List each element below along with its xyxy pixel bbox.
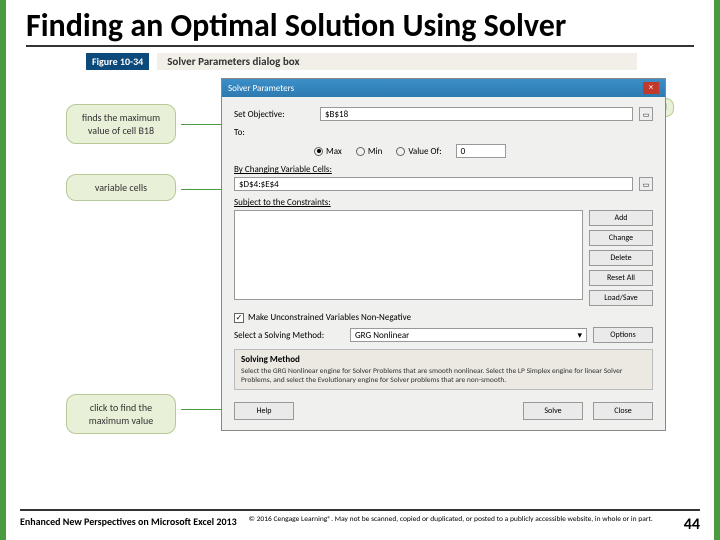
solve-button[interactable]: Solve	[523, 402, 583, 420]
solver-dialog: Solver Parameters × Set Objective: $B$18…	[221, 78, 666, 431]
dialog-title-text: Solver Parameters	[228, 83, 294, 94]
radio-min[interactable]: Min	[356, 144, 383, 158]
slide-title: Finding an Optimal Solution Using Solver	[26, 8, 694, 47]
nonneg-checkbox[interactable]: ✓	[234, 313, 244, 323]
add-button[interactable]: Add	[589, 210, 653, 226]
range-select-icon[interactable]: ▭	[639, 107, 653, 121]
page-number: 44	[684, 515, 700, 534]
options-button[interactable]: Options	[593, 327, 653, 343]
callout-max-value: finds the maximum value of cell B18	[66, 104, 176, 144]
dialog-titlebar: Solver Parameters ×	[222, 79, 665, 97]
method-select[interactable]: GRG Nonlinear▾	[350, 328, 587, 342]
to-label: To:	[234, 127, 314, 138]
range-select-icon[interactable]: ▭	[639, 177, 653, 191]
chevron-down-icon: ▾	[577, 330, 582, 341]
constraints-list[interactable]	[234, 210, 583, 300]
solving-method-desc: Select the GRG Nonlinear engine for Solv…	[241, 367, 646, 385]
figure-badge: Figure 10-34	[86, 53, 149, 70]
content-area: finds the maximum value of cell B18 vari…	[26, 74, 694, 454]
objective-input[interactable]: $B$18	[320, 107, 633, 121]
slide-footer: Enhanced New Perspectives on Microsoft E…	[20, 509, 700, 534]
footer-left: Enhanced New Perspectives on Microsoft E…	[20, 515, 237, 528]
delete-button[interactable]: Delete	[589, 250, 653, 266]
figure-caption: Solver Parameters dialog box	[157, 53, 637, 70]
callout-solve: click to find the maximum value	[66, 394, 176, 434]
method-label: Select a Solving Method:	[234, 330, 344, 341]
callout-variable-cells: variable cells	[66, 174, 176, 201]
solving-method-title: Solving Method	[241, 354, 646, 365]
figure-header: Figure 10-34 Solver Parameters dialog bo…	[86, 53, 694, 70]
changing-cells-input[interactable]: $D$4:$E$4	[234, 177, 633, 191]
dialog-body: Set Objective: $B$18 ▭ To: Max Min Value…	[222, 97, 665, 430]
changing-cells-label: By Changing Variable Cells:	[234, 164, 653, 175]
footer-copyright: © 2016 Cengage Learning®. May not be sca…	[249, 515, 672, 524]
close-button[interactable]: Close	[593, 402, 653, 420]
loadsave-button[interactable]: Load/Save	[589, 290, 653, 306]
solving-method-box: Solving Method Select the GRG Nonlinear …	[234, 349, 653, 390]
close-icon[interactable]: ×	[643, 82, 659, 94]
radio-valueof[interactable]: Value Of:	[396, 144, 441, 158]
set-objective-label: Set Objective:	[234, 109, 314, 120]
change-button[interactable]: Change	[589, 230, 653, 246]
valueof-input[interactable]: 0	[456, 144, 506, 158]
constraints-label: Subject to the Constraints:	[234, 197, 653, 208]
resetall-button[interactable]: Reset All	[589, 270, 653, 286]
nonneg-label: Make Unconstrained Variables Non-Negativ…	[248, 312, 411, 323]
radio-max[interactable]: Max	[314, 144, 342, 158]
help-button[interactable]: Help	[234, 402, 294, 420]
